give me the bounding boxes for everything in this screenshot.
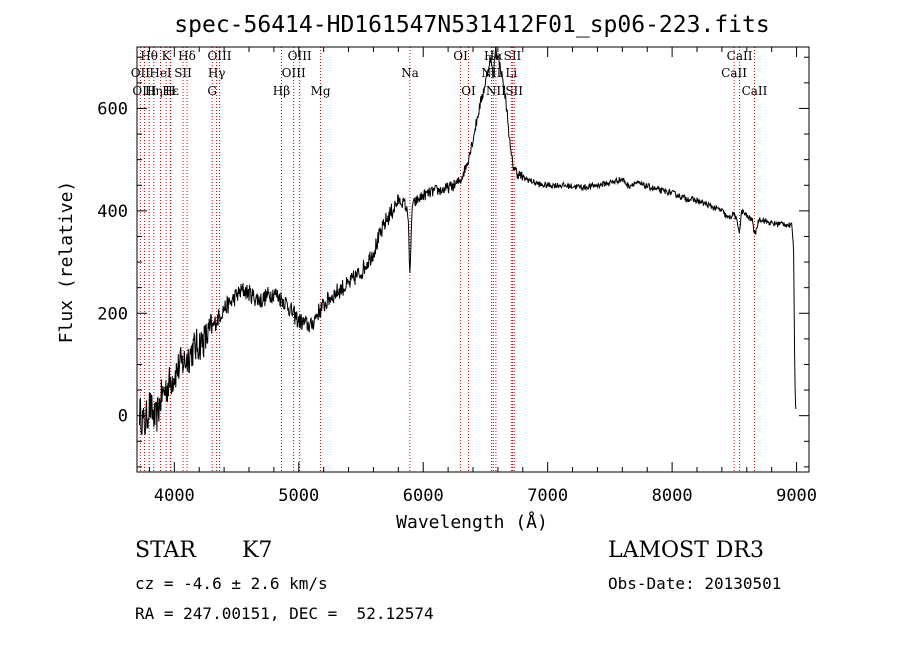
line-label-26: CaII (727, 49, 753, 63)
line-label-18: OI (453, 49, 468, 63)
line-label-22: NII (486, 84, 506, 98)
line-label-11: Hγ (208, 66, 226, 80)
y-tick-label: 200 (97, 304, 128, 324)
y-tick-label: 600 (97, 99, 128, 119)
x-axis-ticks: 4000 5000 6000 7000 8000 9000 (148, 47, 817, 506)
line-label-23: SII (504, 49, 522, 63)
line-label-0: Hθ (140, 49, 158, 63)
observation-date: Obs-Date: 20130501 (608, 574, 782, 593)
chart-title: spec-56414-HD161547N531412F01_sp06-223.f… (174, 12, 769, 38)
line-label-20: Hα (484, 49, 503, 63)
line-label-24: Li (505, 66, 517, 80)
line-label-17: Na (401, 66, 419, 80)
x-tick-label: 9000 (776, 486, 817, 506)
line-label-2: OIII (132, 84, 156, 98)
x-tick-label: 7000 (527, 486, 568, 506)
survey-name: LAMOST DR3 (608, 538, 764, 563)
line-label-12: G (207, 84, 217, 98)
line-label-1: OII (131, 66, 151, 80)
line-label-9: Hδ (178, 49, 196, 63)
line-label-6: Hη (145, 84, 163, 98)
line-label-15: OIII (282, 66, 306, 80)
line-label-4: H (165, 84, 175, 98)
line-label-7: HeI (149, 66, 172, 80)
line-label-28: CaII (742, 84, 768, 98)
spectrum-series-line (139, 46, 797, 435)
object-class: STAR (135, 538, 196, 563)
line-label-19: OI (461, 84, 476, 98)
line-label-8: SII (174, 66, 192, 80)
line-label-25: SII (505, 84, 523, 98)
y-axis-label: Flux (relative) (56, 181, 77, 344)
line-label-27: CaII (721, 66, 747, 80)
x-tick-label: 6000 (403, 486, 444, 506)
line-label-21: NII (481, 66, 501, 80)
y-axis-ticks: 0 200 400 600 (97, 56, 809, 468)
line-label-13: Hβ (273, 84, 290, 98)
sky-coordinates: RA = 247.00151, DEC = 52.12574 (135, 604, 434, 623)
redshift-velocity: cz = -4.6 ± 2.6 km/s (135, 574, 328, 593)
y-tick-label: 0 (118, 407, 128, 427)
line-label-10: OIII (207, 49, 231, 63)
line-label-5: Hε (162, 84, 179, 98)
x-tick-label: 8000 (652, 486, 693, 506)
line-label-14: OIII (288, 49, 312, 63)
object-subclass: K7 (242, 538, 273, 563)
plot-frame (136, 46, 810, 473)
x-axis-label: Wavelength (Å) (396, 511, 548, 533)
spectral-line-markers (139, 47, 755, 472)
y-tick-label: 400 (97, 202, 128, 222)
line-label-3: K (162, 49, 172, 63)
line-label-16: Mg (311, 84, 331, 98)
x-tick-label: 5000 (278, 486, 319, 506)
x-tick-label: 4000 (154, 486, 195, 506)
